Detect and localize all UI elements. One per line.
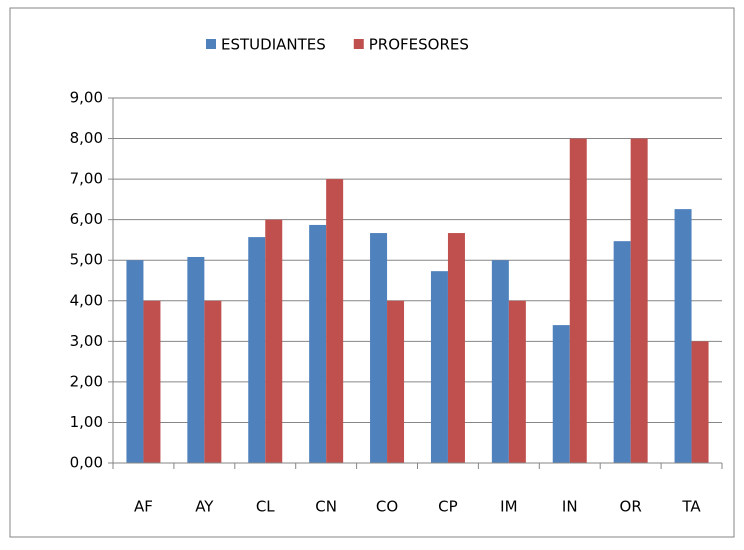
x-tick-label: IN: [562, 498, 578, 516]
bar: [265, 219, 283, 463]
bar: [187, 256, 205, 463]
y-tick-label: 8,00: [70, 129, 103, 147]
bar: [613, 241, 631, 463]
x-tick-label: CN: [315, 498, 337, 516]
y-tick-label: 5,00: [70, 251, 103, 269]
bar: [326, 179, 344, 463]
y-tick-label: 7,00: [70, 170, 103, 188]
bar: [447, 233, 465, 463]
y-tick-label: 6,00: [70, 210, 103, 228]
bar: [126, 260, 144, 463]
y-tick-label: 9,00: [70, 89, 103, 107]
x-tick-label: CO: [376, 498, 398, 516]
legend-label: PROFESORES: [369, 36, 469, 54]
bar: [508, 300, 526, 463]
bar: [143, 300, 161, 463]
bar: [569, 138, 587, 464]
bar: [552, 325, 570, 463]
y-tick-label: 1,00: [70, 413, 103, 431]
bar: [370, 233, 388, 463]
x-tick-label: IM: [500, 498, 517, 516]
x-tick-label: CL: [256, 498, 275, 516]
x-tick-label: AY: [195, 498, 214, 516]
legend-swatch: [353, 39, 364, 49]
x-tick-label: TA: [681, 498, 701, 516]
bar: [674, 209, 692, 463]
bar: [204, 300, 222, 463]
bar: [309, 224, 327, 463]
bar: [387, 300, 405, 463]
x-tick-label: OR: [620, 498, 642, 516]
y-tick-label: 0,00: [70, 454, 103, 472]
bar: [691, 341, 709, 463]
legend-label: ESTUDIANTES: [221, 36, 326, 54]
legend-swatch: [206, 39, 216, 49]
y-tick-label: 2,00: [70, 372, 103, 390]
y-tick-label: 4,00: [70, 291, 103, 309]
bar: [491, 260, 509, 463]
bar: [248, 237, 266, 463]
bar: [630, 138, 648, 464]
x-tick-label: AF: [134, 498, 153, 516]
y-tick-label: 3,00: [70, 332, 103, 350]
bar: [430, 271, 448, 463]
x-tick-label: CP: [438, 498, 458, 516]
